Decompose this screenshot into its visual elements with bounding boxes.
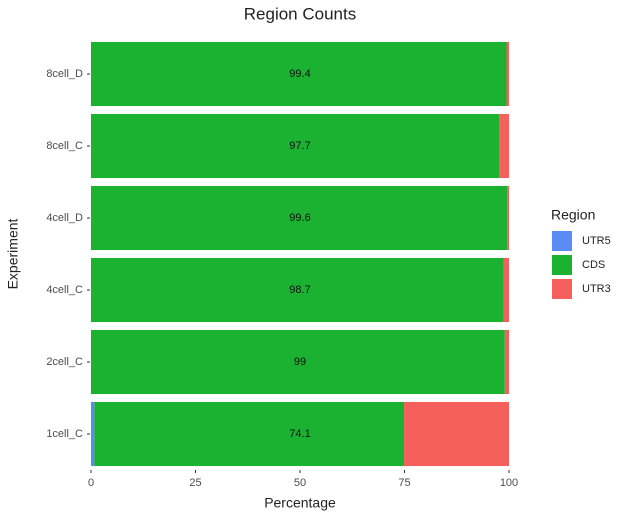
bar-segment — [91, 113, 500, 179]
legend-key — [552, 255, 572, 275]
bar-segment — [91, 41, 507, 107]
bar-segment — [91, 185, 508, 251]
legend-label: CDS — [582, 259, 605, 271]
y-tick-label: 1cell_C — [46, 428, 83, 440]
bar-segment — [404, 401, 509, 467]
data-label: 99.4 — [289, 68, 310, 80]
x-tick-label: 25 — [189, 477, 201, 489]
bar-segment — [507, 185, 509, 251]
legend-title: Region — [551, 207, 595, 223]
y-tick-label: 8cell_D — [46, 68, 83, 80]
data-label: 99.6 — [289, 212, 310, 224]
bar-segment — [503, 257, 509, 323]
legend-label: UTR5 — [582, 235, 611, 247]
x-tick-label: 50 — [294, 477, 306, 489]
bar-segment — [94, 401, 405, 467]
legend-key — [552, 231, 572, 251]
x-tick-label: 0 — [88, 477, 94, 489]
y-axis-label: Experiment — [5, 218, 21, 289]
bar-segment — [91, 329, 505, 395]
legend-label: UTR3 — [582, 283, 611, 295]
legend-key — [552, 279, 572, 299]
y-tick-label: 4cell_D — [46, 212, 83, 224]
bar-segment — [504, 329, 509, 395]
bar-segment — [91, 257, 504, 323]
data-label: 97.7 — [289, 140, 310, 152]
bar-segment — [91, 401, 95, 467]
bar-segment — [506, 41, 509, 107]
y-tick-label: 4cell_C — [46, 284, 83, 296]
data-label: 98.7 — [289, 284, 310, 296]
x-tick-label: 100 — [500, 477, 518, 489]
y-tick-label: 2cell_C — [46, 356, 83, 368]
x-axis-label: Percentage — [264, 495, 336, 511]
chart-title: Region Counts — [244, 4, 356, 23]
y-tick-label: 8cell_C — [46, 140, 83, 152]
bar-segment — [499, 113, 509, 179]
data-label: 99 — [294, 356, 306, 368]
x-tick-label: 75 — [398, 477, 410, 489]
data-label: 74.1 — [289, 428, 310, 440]
